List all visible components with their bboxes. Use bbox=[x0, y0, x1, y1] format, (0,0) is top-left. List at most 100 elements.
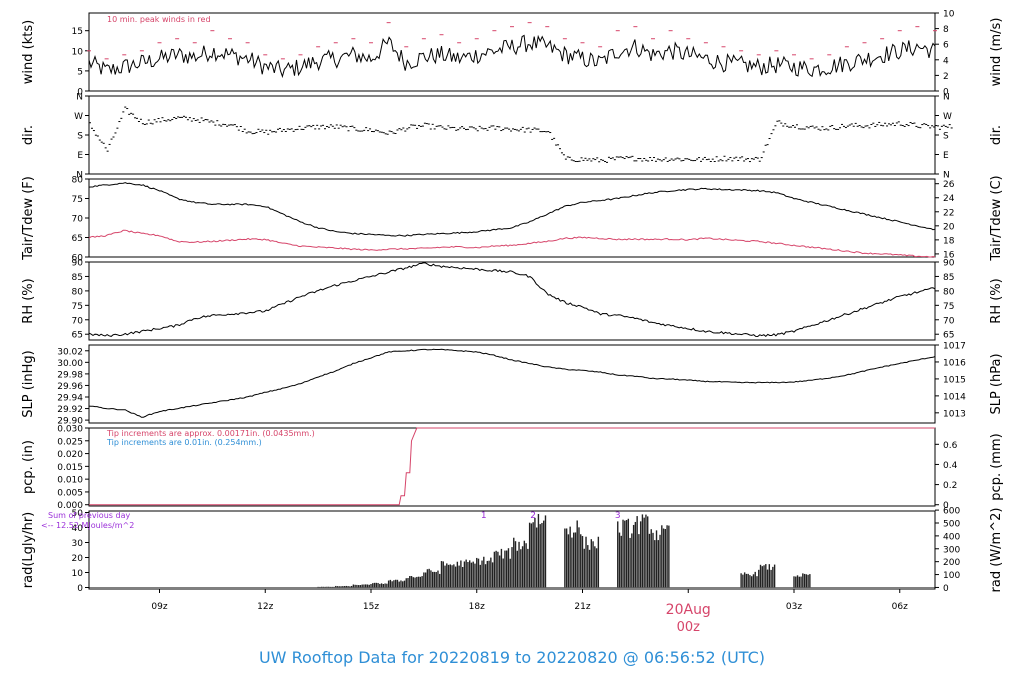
direction-point bbox=[547, 131, 550, 133]
left-tick-label-slp: 29.90 bbox=[57, 417, 83, 427]
direction-point bbox=[502, 129, 505, 131]
direction-point bbox=[308, 125, 311, 127]
direction-point bbox=[96, 135, 99, 137]
direction-point bbox=[535, 128, 538, 130]
direction-point bbox=[372, 131, 375, 133]
direction-point bbox=[868, 127, 871, 129]
direction-point bbox=[504, 127, 507, 129]
left-tick-label-slp: 30.00 bbox=[57, 359, 83, 369]
direction-point bbox=[717, 160, 720, 162]
direction-point bbox=[615, 156, 618, 158]
right-tick-label-rh: 90 bbox=[943, 259, 955, 269]
left-tick-label-rh: 85 bbox=[72, 273, 83, 283]
right-tick-label-rh: 70 bbox=[943, 316, 955, 326]
left-tick-label-rh: 70 bbox=[72, 316, 84, 326]
right-tick-label-temp: 24 bbox=[943, 194, 955, 204]
time-tick-label: 21z bbox=[574, 602, 590, 612]
direction-point bbox=[596, 157, 599, 159]
direction-point bbox=[302, 128, 305, 130]
right-tick-label-dir: S bbox=[943, 132, 949, 142]
direction-point bbox=[919, 127, 922, 129]
right-tick-label-rh: 85 bbox=[943, 273, 954, 283]
direction-point bbox=[419, 125, 422, 127]
right-tick-label-rh: 75 bbox=[943, 302, 954, 312]
panel-rh: 65 70 75 80 85 90 65 70 75 80 85 90 RH (%) RH (%) bbox=[21, 259, 1004, 341]
direction-point bbox=[837, 128, 840, 130]
direction-point bbox=[827, 129, 830, 131]
direction-point bbox=[486, 129, 489, 131]
direction-point bbox=[807, 127, 810, 129]
direction-point bbox=[797, 128, 800, 130]
direction-point bbox=[398, 128, 401, 130]
direction-point bbox=[731, 160, 734, 162]
direction-point bbox=[641, 160, 644, 162]
direction-point bbox=[275, 131, 278, 133]
date-label: 20Aug bbox=[666, 602, 711, 618]
direction-point bbox=[715, 156, 718, 158]
direction-point bbox=[183, 115, 185, 117]
direction-point bbox=[212, 121, 215, 123]
direction-point bbox=[367, 130, 370, 132]
direction-point bbox=[265, 129, 268, 131]
right-tick-label-rad: 0 bbox=[943, 584, 949, 594]
direction-point bbox=[817, 128, 820, 130]
left-tick-label-slp: 29.94 bbox=[57, 394, 83, 404]
direction-point bbox=[821, 126, 824, 128]
direction-point bbox=[177, 116, 180, 118]
direction-point bbox=[651, 159, 654, 161]
direction-point bbox=[619, 156, 622, 158]
direction-point bbox=[586, 159, 589, 161]
direction-point bbox=[844, 127, 847, 129]
right-tick-label-slp: 1013 bbox=[943, 409, 966, 419]
direction-point bbox=[829, 125, 832, 127]
direction-point bbox=[623, 158, 626, 160]
direction-point bbox=[880, 124, 883, 126]
direction-point bbox=[306, 125, 309, 127]
direction-point bbox=[388, 130, 391, 132]
direction-point bbox=[680, 160, 683, 162]
direction-point bbox=[795, 124, 798, 126]
direction-point bbox=[382, 132, 385, 134]
direction-point bbox=[850, 123, 853, 125]
direction-point bbox=[613, 159, 616, 161]
direction-point bbox=[564, 158, 567, 160]
direction-point bbox=[286, 128, 289, 130]
direction-point bbox=[206, 119, 209, 121]
left-axis-label-pcp: pcp. (in) bbox=[21, 440, 36, 494]
panel-frame-rh bbox=[88, 261, 936, 341]
direction-point bbox=[559, 148, 561, 150]
direction-point bbox=[925, 123, 928, 125]
direction-point bbox=[719, 159, 722, 161]
direction-point bbox=[224, 124, 227, 126]
direction-point bbox=[394, 133, 397, 135]
left-tick-label-rad: 50 bbox=[72, 509, 84, 519]
time-tick-label: 18z bbox=[469, 602, 485, 612]
panel-frame-slp bbox=[88, 344, 936, 424]
direction-point bbox=[359, 130, 362, 132]
direction-point bbox=[549, 132, 552, 134]
direction-point bbox=[515, 129, 518, 131]
direction-point bbox=[721, 160, 724, 162]
direction-point bbox=[310, 126, 313, 128]
direction-point bbox=[664, 157, 667, 159]
direction-point bbox=[476, 130, 479, 132]
direction-point bbox=[402, 127, 405, 129]
direction-point bbox=[823, 129, 826, 131]
direction-point bbox=[414, 124, 417, 126]
direction-point bbox=[929, 127, 932, 129]
right-tick-label-temp: 20 bbox=[943, 222, 955, 232]
left-tick-label-rh: 90 bbox=[72, 259, 84, 269]
direction-point bbox=[237, 129, 240, 131]
direction-point bbox=[758, 160, 761, 162]
direction-point bbox=[371, 131, 373, 133]
direction-point bbox=[911, 123, 914, 125]
direction-point bbox=[110, 138, 113, 140]
left-tick-label-wind: 0 bbox=[77, 88, 83, 98]
direction-point bbox=[560, 152, 563, 154]
direction-point bbox=[241, 131, 244, 133]
panel-rad: 010203040500100200300400500600rad(Lgly/h… bbox=[21, 507, 1004, 594]
right-tick-label-dir: E bbox=[943, 151, 949, 161]
direction-point bbox=[938, 128, 941, 130]
direction-point bbox=[175, 118, 178, 120]
left-tick-label-pcp: 0.010 bbox=[57, 476, 83, 486]
